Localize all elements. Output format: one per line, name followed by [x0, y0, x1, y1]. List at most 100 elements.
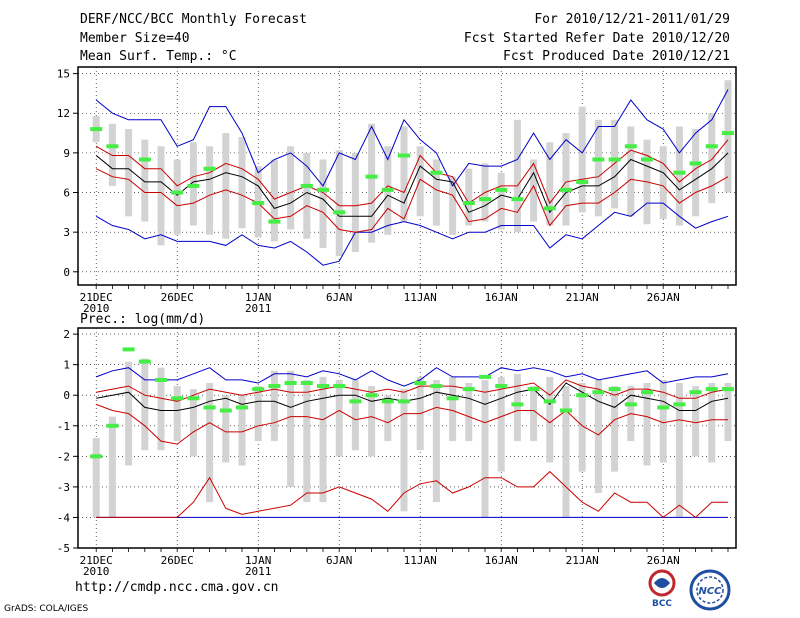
x-tick-sublabel: 2010	[83, 302, 110, 315]
ensemble-box	[319, 159, 327, 249]
y-tick-label: 6	[63, 187, 70, 200]
ensemble-box	[562, 133, 570, 226]
lower-quartile-line	[96, 403, 728, 445]
observed-marker	[365, 393, 378, 398]
ensemble-box	[108, 123, 116, 186]
ensemble-box	[125, 129, 133, 217]
observed-marker	[333, 210, 346, 215]
x-tick-label: 16JAN	[485, 291, 518, 304]
x-tick-label: 26DEC	[161, 554, 194, 567]
x-tick-sublabel: 2011	[245, 302, 272, 315]
y-tick-label: -3	[57, 481, 70, 494]
y-tick-label: 0	[63, 266, 70, 279]
observed-marker	[462, 201, 475, 206]
ensemble-box	[157, 146, 165, 246]
ensemble-box	[546, 376, 554, 463]
ensemble-box	[157, 367, 165, 451]
ensemble-box	[659, 379, 667, 463]
ensemble-box	[594, 379, 602, 493]
observed-marker	[430, 170, 443, 175]
ensemble-box	[594, 119, 602, 217]
observed-marker	[171, 190, 184, 195]
observed-marker	[592, 390, 605, 395]
observed-marker	[641, 157, 653, 162]
observed-marker	[106, 423, 119, 428]
precip-panel-title: Prec.: log(mm/d)	[80, 312, 205, 327]
ensemble-box	[303, 152, 311, 239]
ncc-logo: NCC	[689, 569, 731, 611]
y-tick-label: 1	[63, 359, 70, 372]
observed-marker	[689, 161, 702, 166]
ensemble-box	[724, 80, 732, 193]
x-tick-label: 1JAN	[245, 554, 272, 567]
observed-marker	[349, 399, 362, 404]
y-tick-label: 9	[63, 147, 70, 160]
ensemble-box	[400, 126, 408, 222]
ensemble-box	[173, 159, 181, 235]
observed-marker	[317, 187, 329, 192]
plot-frame	[77, 66, 737, 286]
x-tick-sublabel: 2011	[245, 565, 272, 578]
bcc-logo: BCC	[648, 569, 676, 608]
forecast-period: For 2010/12/21-2011/01/29	[534, 12, 730, 27]
grads-credit: GrADS: COLA/IGES	[4, 604, 89, 614]
observed-marker	[171, 396, 184, 401]
y-tick-label: -5	[57, 542, 70, 555]
x-tick-label: 21DEC	[80, 291, 113, 304]
lower-tail-line	[96, 470, 728, 519]
ensemble-box	[238, 395, 246, 466]
ensemble-box	[643, 383, 651, 466]
y-tick-label: -1	[57, 420, 70, 433]
observed-marker	[90, 127, 103, 132]
ensemble-box	[335, 150, 343, 256]
ensemble-box	[335, 379, 343, 457]
svg-text:BCC: BCC	[652, 599, 672, 608]
ensemble-box	[351, 379, 359, 451]
ensemble-box	[108, 416, 116, 518]
observed-marker	[592, 157, 605, 162]
max-line	[95, 89, 729, 187]
observed-marker	[657, 405, 670, 410]
observed-marker	[138, 359, 151, 364]
x-tick-sublabel: 2010	[83, 565, 110, 578]
observed-marker	[122, 347, 135, 352]
ensemble-box	[449, 176, 457, 235]
ensemble-box	[92, 438, 100, 518]
observed-marker	[300, 381, 313, 385]
y-tick-label: 2	[63, 328, 70, 341]
ensemble-box	[675, 126, 683, 226]
ensemble-box	[627, 126, 635, 217]
panel-1	[73, 66, 737, 289]
ensemble-box	[368, 386, 376, 457]
website-url[interactable]: http://cmdp.ncc.cma.gov.cn	[75, 580, 279, 595]
observed-marker	[576, 393, 589, 398]
observed-marker	[527, 387, 540, 392]
ensemble-box	[692, 386, 700, 457]
observed-marker	[317, 384, 329, 389]
observed-marker	[673, 402, 686, 407]
observed-marker	[495, 187, 508, 192]
ensemble-box	[432, 159, 440, 226]
ensemble-box	[578, 106, 586, 213]
ensemble-box	[513, 119, 521, 233]
ensemble-box	[238, 137, 246, 229]
x-tick-label: 21JAN	[566, 291, 599, 304]
lower-quartile-line	[95, 168, 729, 233]
ensemble-box	[254, 386, 262, 442]
ensemble-box	[303, 379, 311, 503]
observed-marker	[689, 390, 702, 395]
panel-2	[73, 327, 737, 552]
observed-marker	[705, 144, 718, 149]
ensemble-box	[724, 383, 732, 442]
observed-marker	[381, 187, 394, 192]
observed-marker	[252, 201, 265, 206]
observed-marker	[414, 381, 427, 385]
forecast-produced-date: Fcst Produced Date 2010/12/21	[503, 49, 730, 64]
observed-marker	[624, 402, 637, 407]
ensemble-box	[206, 383, 214, 503]
observed-marker	[608, 157, 621, 162]
observed-marker	[560, 187, 572, 192]
x-tick-label: 26JAN	[647, 554, 680, 567]
x-tick-label: 1JAN	[245, 291, 272, 304]
